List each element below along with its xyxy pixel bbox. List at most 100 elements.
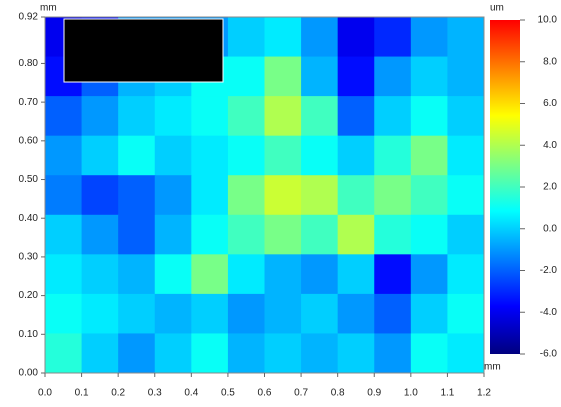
heat-cell (374, 135, 412, 176)
x-axis-label: mm (484, 362, 501, 373)
redaction (63, 18, 224, 83)
heat-cell (118, 254, 156, 295)
heat-cell (337, 333, 375, 374)
heat-cell (374, 56, 412, 97)
heat-cell (447, 175, 485, 216)
heat-cell (264, 214, 302, 255)
heat-cell (264, 17, 302, 58)
heat-cell (264, 293, 302, 334)
heat-cell (81, 175, 119, 216)
colorbar-tick-label: -6.0 (540, 349, 558, 360)
x-tick-label: 0.9 (367, 388, 381, 399)
heat-cell (301, 214, 339, 255)
heat-cell (301, 96, 339, 137)
heat-cell (410, 96, 448, 137)
heat-cell (374, 293, 412, 334)
colorbar-label: um (490, 3, 504, 14)
heat-cell (264, 175, 302, 216)
heat-cell (410, 254, 448, 295)
heat-cell (410, 56, 448, 97)
y-tick-label: 0.70 (19, 97, 39, 108)
heat-cell (227, 96, 265, 137)
heat-cell (191, 293, 229, 334)
heat-cell (447, 17, 485, 58)
heat-cell (337, 214, 375, 255)
heat-cell (154, 96, 192, 137)
x-tick-label: 0.3 (148, 388, 162, 399)
heat-cell (227, 56, 265, 97)
heat-cell (118, 96, 156, 137)
heat-cell (410, 135, 448, 176)
heat-cell (191, 254, 229, 295)
heat-cell (337, 254, 375, 295)
heat-cell (227, 214, 265, 255)
heat-cell (118, 293, 156, 334)
y-tick-label: 0.50 (19, 174, 39, 185)
heat-cell (227, 175, 265, 216)
y-tick-label: 0.92 (19, 12, 39, 23)
heat-cell (154, 135, 192, 176)
heat-cell (118, 214, 156, 255)
heat-cell (301, 293, 339, 334)
heat-cell (81, 214, 119, 255)
heat-cell (301, 333, 339, 374)
x-tick-label: 0.8 (331, 388, 345, 399)
heat-cell (227, 17, 265, 58)
heat-cell (264, 96, 302, 137)
y-tick-label: 0.10 (19, 329, 39, 340)
heat-cell (45, 333, 83, 374)
colorbar-tick-label: 2.0 (543, 182, 557, 193)
x-tick-label: 1.2 (477, 388, 491, 399)
heat-cell (191, 96, 229, 137)
colorbar-tick-label: 8.0 (543, 56, 557, 67)
heat-cell (447, 96, 485, 137)
heat-cell (81, 254, 119, 295)
heat-cell (45, 135, 83, 176)
heat-cell (227, 135, 265, 176)
colorbar-tick-label: 10.0 (538, 15, 558, 26)
x-tick-label: 0.1 (75, 388, 89, 399)
heat-cell (154, 293, 192, 334)
y-tick-label: 0.20 (19, 290, 39, 301)
x-tick-label: 1.0 (404, 388, 418, 399)
heat-cell (374, 175, 412, 216)
heat-cell (301, 17, 339, 58)
colorbar-tick-label: 6.0 (543, 98, 557, 109)
y-tick-label: 0.00 (19, 368, 39, 379)
heat-cell (45, 254, 83, 295)
heat-cell (447, 293, 485, 334)
heat-cell (447, 56, 485, 97)
heat-cell (337, 17, 375, 58)
y-tick-label: 0.30 (19, 252, 39, 263)
heat-cell (264, 135, 302, 176)
heat-cell (227, 333, 265, 374)
heat-cell (301, 135, 339, 176)
heat-cell (374, 17, 412, 58)
heat-cell (154, 254, 192, 295)
heat-cell (45, 96, 83, 137)
y-tick-label: 0.60 (19, 135, 39, 146)
heat-cell (301, 254, 339, 295)
heat-cell (154, 333, 192, 374)
heat-cell (410, 175, 448, 216)
heat-cell (447, 135, 485, 176)
heat-cell (118, 175, 156, 216)
heat-cell (337, 56, 375, 97)
heat-cell (410, 214, 448, 255)
heat-cell (191, 333, 229, 374)
heat-cell (45, 293, 83, 334)
x-tick-label: 0.2 (111, 388, 125, 399)
heat-cell (447, 254, 485, 295)
heat-cell (227, 254, 265, 295)
colorbar-tick-label: -2.0 (540, 265, 558, 276)
x-tick-label: 0.7 (294, 388, 308, 399)
heat-cell (337, 96, 375, 137)
x-tick-label: 1.1 (440, 388, 454, 399)
heat-cell (337, 135, 375, 176)
heat-cell (191, 175, 229, 216)
heat-cell (154, 214, 192, 255)
x-tick-label: 0.5 (221, 388, 235, 399)
y-axis-label: mm (40, 3, 57, 14)
heat-cell (154, 175, 192, 216)
heat-cell (191, 214, 229, 255)
